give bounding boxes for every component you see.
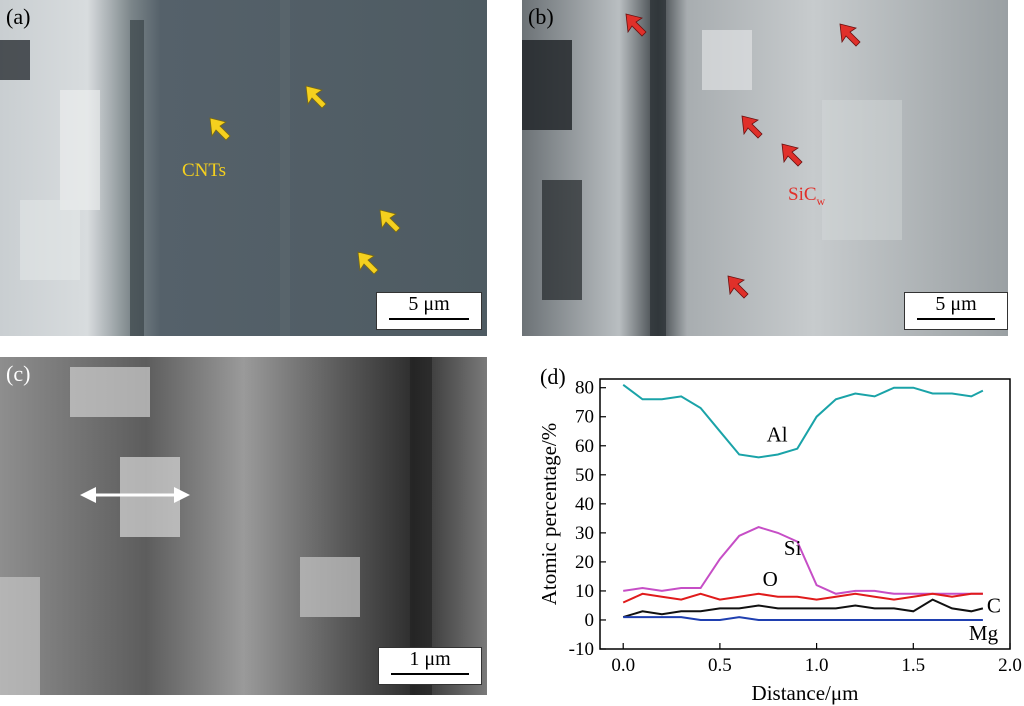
x-tick-label: 0.0 xyxy=(611,655,635,676)
series-label-si: Si xyxy=(784,536,802,560)
line-chart-d: (d) -10 0 10 20 30 40 50 60 70 80 0.0 0.5 1.0 1.5 2.0… xyxy=(500,357,1024,706)
scale-bar-b-label: 5 μm xyxy=(935,293,977,315)
arrows-a xyxy=(209,85,401,275)
series-label-c: C xyxy=(987,593,1001,617)
sicw-subscript: w xyxy=(816,193,826,208)
x-axis-label: Distance/μm xyxy=(752,681,859,705)
panel-label-d: (d) xyxy=(540,364,566,389)
sem-image-c xyxy=(0,357,487,695)
sicw-annotation: SiCw xyxy=(788,184,825,209)
y-axis-label: Atomic percentage/% xyxy=(537,423,561,606)
chart-svg: (d) -10 0 10 20 30 40 50 60 70 80 0.0 0.5 1.0 1.5 2.0… xyxy=(537,364,1022,705)
y-tick-label: 80 xyxy=(575,378,594,399)
double-arrow xyxy=(80,487,190,503)
scale-bar-c-label: 1 μm xyxy=(409,648,451,670)
sem-panel-a: (a) CNTs 5 μm xyxy=(0,0,487,336)
red-arrow-icon xyxy=(839,23,861,47)
series-line-si xyxy=(623,526,983,595)
series-label-mg: Mg xyxy=(969,621,999,645)
y-tick-label: 60 xyxy=(575,436,594,457)
series-label-o: O xyxy=(763,567,778,591)
plot-frame xyxy=(599,378,1011,650)
sicw-text: SiC xyxy=(788,184,817,205)
y-ticks: -10 0 10 20 30 40 50 60 70 80 xyxy=(569,378,606,660)
scale-bar-a-label: 5 μm xyxy=(408,293,450,315)
red-arrow-icon xyxy=(727,275,749,299)
y-tick-label: 10 xyxy=(575,581,594,602)
scale-bar-a: 5 μm xyxy=(376,292,482,330)
yellow-arrow-icon xyxy=(305,85,327,109)
panel-label-b: (b) xyxy=(528,4,554,29)
y-tick-label: 30 xyxy=(575,523,594,544)
sem-image-b xyxy=(522,0,1008,336)
yellow-arrow-icon xyxy=(357,251,379,275)
y-tick-label: 0 xyxy=(585,610,595,631)
panel-label-a: (a) xyxy=(6,4,31,29)
series-line-al xyxy=(622,384,984,459)
series-labels: Al SiO C Mg xyxy=(763,422,1001,645)
series-line-o xyxy=(622,592,983,604)
sem-panel-c: (c) 1 μm xyxy=(0,357,487,695)
y-tick-label: 20 xyxy=(575,552,594,573)
y-tick-label: -10 xyxy=(569,639,594,660)
x-ticks: 0.0 0.5 1.0 1.5 2.0 xyxy=(611,643,1022,676)
yellow-arrow-icon xyxy=(209,117,231,141)
sem-panel-b: (b) SiCw 5 μm xyxy=(522,0,1008,336)
x-tick-label: 1.5 xyxy=(901,655,925,676)
scale-bar-c: 1 μm xyxy=(378,647,482,685)
scale-bar-b: 5 μm xyxy=(904,292,1008,330)
red-arrow-icon xyxy=(781,143,803,167)
red-arrow-icon xyxy=(625,13,647,37)
cnts-annotation: CNTs xyxy=(182,160,227,181)
series-line-mg xyxy=(623,616,983,621)
y-tick-label: 70 xyxy=(575,407,594,428)
sem-image-a xyxy=(0,0,487,336)
series-label-al: Al xyxy=(767,422,788,446)
yellow-arrow-icon xyxy=(379,209,401,233)
x-tick-label: 0.5 xyxy=(708,655,732,676)
series-lines xyxy=(622,384,984,621)
red-arrow-icon xyxy=(741,115,763,139)
panel-label-c: (c) xyxy=(6,361,31,386)
y-tick-label: 40 xyxy=(575,494,594,515)
x-tick-label: 1.0 xyxy=(805,655,829,676)
x-tick-label: 2.0 xyxy=(998,655,1022,676)
arrows-b xyxy=(625,13,861,299)
series-line-c xyxy=(622,598,984,619)
y-tick-label: 50 xyxy=(575,465,594,486)
